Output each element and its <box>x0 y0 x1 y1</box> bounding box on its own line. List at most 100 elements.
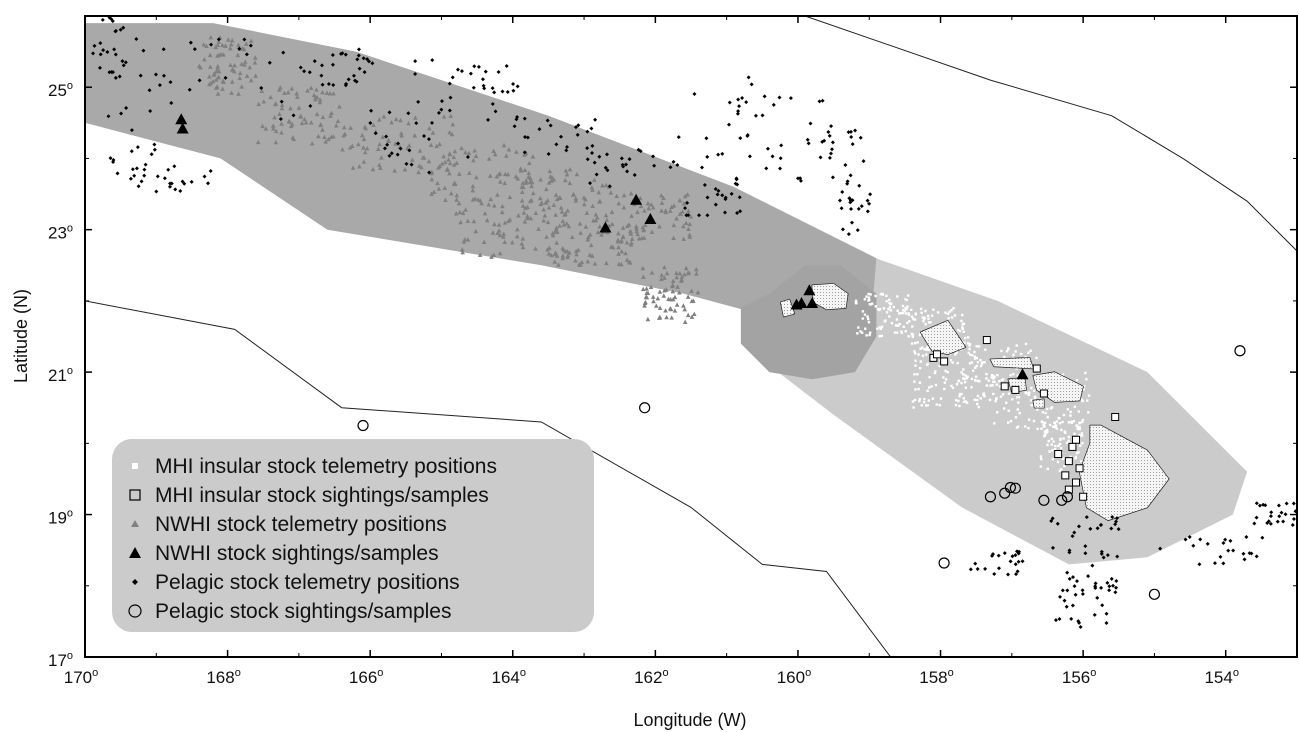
mhi-telemetry-point <box>1027 393 1030 396</box>
pelagic-telemetry-point <box>771 102 776 107</box>
mhi-telemetry-point <box>869 293 872 296</box>
mhi-telemetry-point <box>967 342 970 345</box>
mhi-telemetry-point <box>961 373 965 376</box>
mhi-telemetry-point <box>1084 371 1087 375</box>
nwhi-telemetry-point <box>691 311 697 316</box>
nwhi-telemetry-point <box>541 207 546 212</box>
mhi-telemetry-point <box>1081 399 1084 403</box>
mhi-telemetry-point <box>1023 425 1027 428</box>
mhi-telemetry-point <box>919 332 922 335</box>
nwhi-telemetry-point <box>429 177 435 182</box>
mhi-telemetry-point <box>1054 444 1057 448</box>
pelagic-telemetry-point <box>573 125 578 130</box>
pelagic-telemetry-point <box>168 181 173 186</box>
nwhi-telemetry-point <box>243 41 249 46</box>
nwhi-sighting-marker <box>175 113 188 125</box>
pelagic-telemetry-point <box>770 154 775 159</box>
mhi-telemetry-point <box>1063 456 1066 460</box>
mhi-telemetry-point <box>904 330 907 333</box>
nwhi-telemetry-point <box>454 192 460 198</box>
mhi-telemetry-point <box>887 307 890 311</box>
pelagic-telemetry-point <box>111 157 116 162</box>
pelagic-telemetry-point <box>990 553 995 558</box>
mhi-sighting-marker <box>1064 457 1073 466</box>
mhi-telemetry-point <box>1082 384 1086 388</box>
nwhi-telemetry-point <box>221 79 226 85</box>
x-tick-label: 170o <box>64 667 99 687</box>
pelagic-telemetry-point <box>705 195 710 200</box>
nwhi-sighting-marker <box>176 122 189 134</box>
pelagic-telemetry-point <box>715 192 720 197</box>
nwhi-telemetry-point <box>530 190 536 196</box>
nwhi-telemetry-point <box>379 155 384 160</box>
nwhi-telemetry-point <box>619 261 624 267</box>
pelagic-telemetry-point <box>1050 516 1055 521</box>
nwhi-telemetry-point <box>320 89 325 95</box>
nwhi-telemetry-point <box>470 183 476 189</box>
mhi-telemetry-point <box>956 361 959 365</box>
nwhi-telemetry-point <box>215 63 221 69</box>
mhi-sighting-marker <box>1068 442 1077 451</box>
mhi-telemetry-point <box>898 312 901 315</box>
mhi-telemetry-point <box>976 361 980 364</box>
nwhi-telemetry-point <box>323 139 328 144</box>
mhi-telemetry-point <box>1012 373 1015 376</box>
pelagic-telemetry-point <box>1067 548 1072 553</box>
mhi-telemetry-point <box>885 300 888 303</box>
pelagic-telemetry-point <box>112 47 117 52</box>
nwhi-telemetry-point <box>227 45 233 51</box>
mhi-telemetry-point <box>1049 407 1053 410</box>
nwhi-telemetry-point <box>677 290 682 295</box>
nwhi-telemetry-point <box>628 191 634 196</box>
nwhi-telemetry-point <box>649 229 655 234</box>
pelagic-telemetry-point <box>98 41 103 46</box>
nwhi-telemetry-point <box>237 75 243 81</box>
mhi-telemetry-point <box>907 313 911 317</box>
nwhi-telemetry-point <box>505 171 511 177</box>
pelagic-sighting-marker <box>984 491 997 503</box>
mhi-telemetry-point <box>914 388 917 391</box>
pelagic-telemetry-point <box>113 75 118 80</box>
mhi-telemetry-point <box>860 331 864 334</box>
mhi-telemetry-point <box>1060 428 1063 432</box>
pelagic-telemetry-point <box>1268 521 1273 526</box>
nwhi-telemetry-point <box>670 288 676 294</box>
nwhi-telemetry-point <box>460 210 466 215</box>
nwhi-telemetry-point <box>235 52 241 58</box>
pelagic-telemetry-point <box>216 37 221 42</box>
mhi-telemetry-point <box>968 343 972 346</box>
nwhi-telemetry-point <box>225 37 231 42</box>
mhi-telemetry-point <box>1080 420 1084 424</box>
pelagic-telemetry-point <box>1114 516 1119 521</box>
mhi-telemetry-point <box>930 385 933 388</box>
nwhi-telemetry-point <box>497 250 503 256</box>
pelagic-telemetry-point <box>500 89 505 94</box>
nwhi-telemetry-point <box>659 200 665 205</box>
nwhi-telemetry-point <box>514 234 520 239</box>
pelagic-telemetry-point <box>737 104 742 109</box>
mhi-telemetry-point <box>857 326 860 329</box>
nwhi-telemetry-point <box>529 180 535 185</box>
nwhi-telemetry-point <box>399 131 404 136</box>
nwhi-telemetry-point <box>681 303 686 308</box>
mhi-telemetry-point <box>876 307 880 311</box>
pelagic-telemetry-point <box>808 121 813 126</box>
nwhi-telemetry-point <box>412 133 418 138</box>
nwhi-telemetry-point <box>659 208 664 213</box>
pelagic-telemetry-point <box>546 152 551 157</box>
pelagic-telemetry-point <box>820 98 825 103</box>
nwhi-telemetry-point <box>591 218 596 223</box>
nwhi-telemetry-point <box>565 254 570 260</box>
mhi-telemetry-point <box>960 371 963 374</box>
pelagic-telemetry-point <box>121 25 126 30</box>
pelagic-telemetry-point <box>625 169 630 174</box>
pelagic-telemetry-point <box>472 64 477 69</box>
nwhi-telemetry-point <box>290 135 296 140</box>
mhi-telemetry-point <box>924 323 927 326</box>
pelagic-telemetry-point <box>604 152 609 157</box>
pelagic-telemetry-point <box>319 63 324 68</box>
pelagic-telemetry-point <box>745 133 750 138</box>
nwhi-telemetry-point <box>340 147 345 152</box>
pelagic-telemetry-point <box>1080 592 1085 597</box>
mhi-telemetry-point <box>1015 367 1018 370</box>
